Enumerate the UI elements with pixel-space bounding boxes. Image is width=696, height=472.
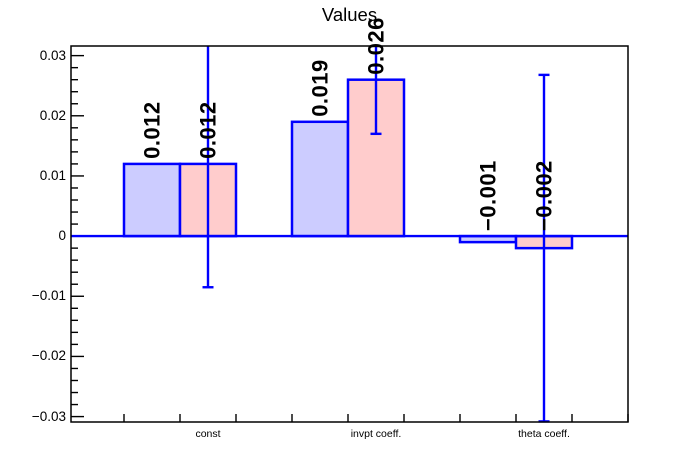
- bar-series-blue-2: [290, 120, 350, 238]
- y-axis-tick-label: 0: [58, 228, 66, 244]
- y-axis-tick-label: 0.03: [39, 47, 66, 63]
- x-axis-category-label: invpt coeff.: [350, 428, 402, 440]
- plot-frame: [70, 45, 629, 423]
- bar-value-label: −0.001: [476, 160, 501, 231]
- bar-value-label: 0.019: [308, 59, 333, 117]
- y-axis-tick-label: 0.01: [39, 167, 66, 183]
- bar-value-label: 0.012: [140, 101, 165, 159]
- x-axis-category-label: theta coeff.: [518, 428, 570, 440]
- x-axis-category-label: const: [195, 428, 221, 440]
- y-axis-tick-label: 0.02: [39, 107, 66, 123]
- y-axis-tick-label: −0.03: [31, 408, 66, 424]
- bar-value-label: −0.002: [532, 160, 557, 231]
- y-axis-tick-label: −0.02: [31, 348, 66, 364]
- y-axis-tick-label: −0.01: [31, 288, 66, 304]
- chart-title: Values: [321, 4, 378, 25]
- bar-series-blue-1: [122, 162, 182, 238]
- bar-value-label: 0.012: [196, 101, 221, 159]
